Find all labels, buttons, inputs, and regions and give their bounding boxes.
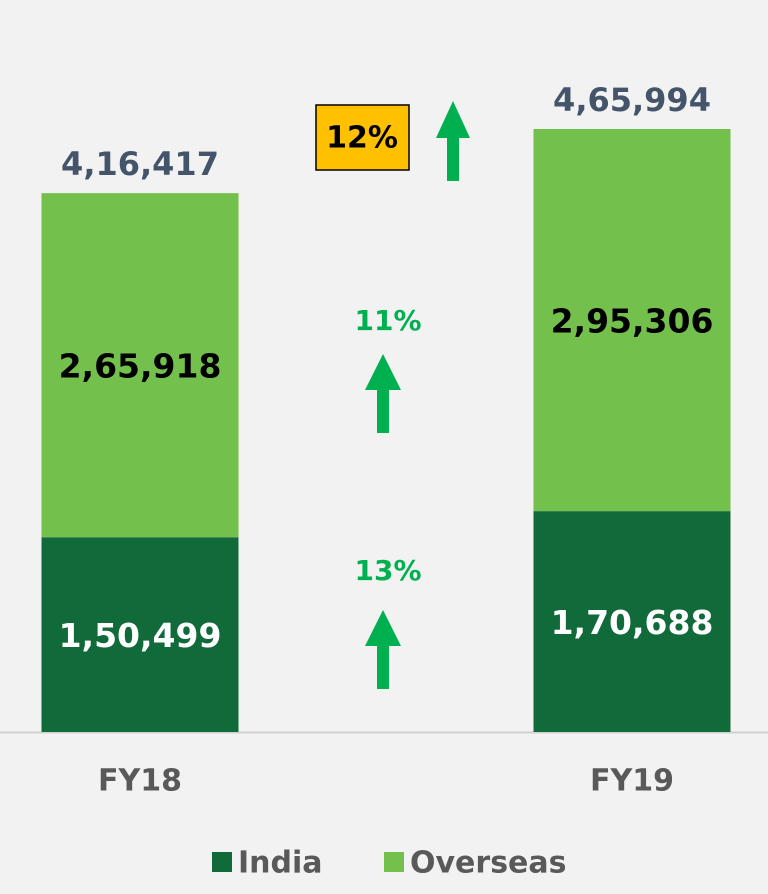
data-label: 2,95,306 — [551, 302, 714, 341]
bar-segment — [533, 511, 731, 732]
growth-label: 13% — [354, 554, 421, 587]
arrow — [365, 354, 401, 433]
growth-box — [315, 104, 410, 171]
x-tick-label: FY19 — [590, 764, 674, 799]
growth-label: 11% — [354, 304, 421, 337]
bar-segment — [533, 129, 731, 512]
bar-segment — [41, 537, 239, 732]
arrow — [365, 610, 401, 689]
bar-segment — [41, 193, 239, 538]
data-label: 1,70,688 — [551, 603, 714, 642]
arrow — [436, 101, 470, 181]
data-label: 1,50,499 — [59, 616, 222, 655]
growth-label: 12% — [326, 121, 398, 156]
legend-label: Overseas — [410, 846, 567, 881]
legend-swatch — [212, 852, 232, 872]
x-tick-label: FY18 — [98, 764, 182, 799]
legend-label: India — [238, 846, 323, 881]
data-label: 2,65,918 — [59, 347, 222, 386]
legend-swatch — [384, 852, 404, 872]
total-label: 4,65,994 — [553, 81, 711, 119]
total-label: 4,16,417 — [61, 145, 219, 183]
